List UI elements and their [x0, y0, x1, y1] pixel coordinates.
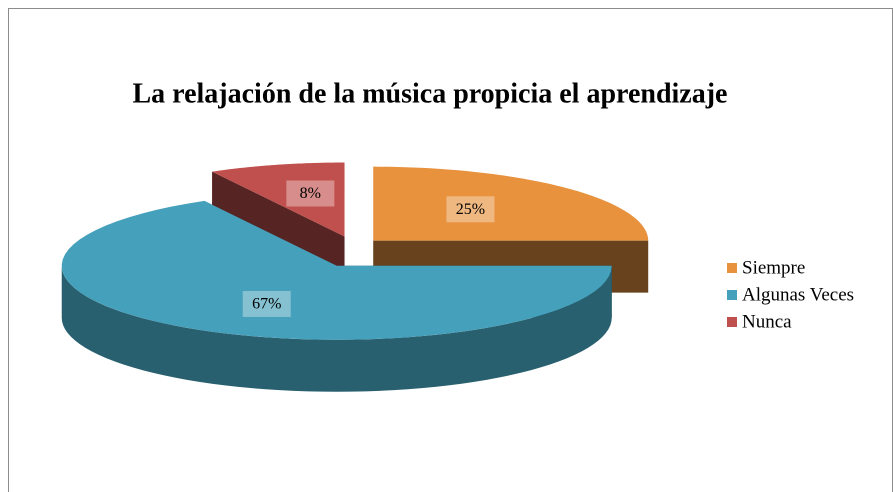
data-label-box — [446, 196, 495, 223]
legend-label: Nunca — [742, 311, 792, 332]
slice — [61, 200, 612, 340]
legend-swatch — [727, 317, 737, 327]
chart-title: La relajación de la música propicia el a… — [133, 78, 728, 109]
data-label-box — [242, 290, 291, 317]
legend-label: Siempre — [742, 257, 805, 278]
pie: 25% 67% 8% — [61, 162, 649, 392]
data-label: 67% — [252, 296, 281, 313]
data-label-box — [286, 180, 335, 207]
legend: Siempre Algunas Veces Nunca — [727, 257, 854, 332]
slice-wall — [61, 265, 612, 392]
legend-swatch — [727, 263, 737, 273]
legend-swatch — [727, 290, 737, 300]
data-label: 8% — [300, 185, 321, 202]
slice — [212, 162, 345, 237]
slice — [373, 166, 649, 241]
legend-label: Algunas Veces — [742, 284, 854, 305]
data-label: 25% — [456, 201, 485, 218]
